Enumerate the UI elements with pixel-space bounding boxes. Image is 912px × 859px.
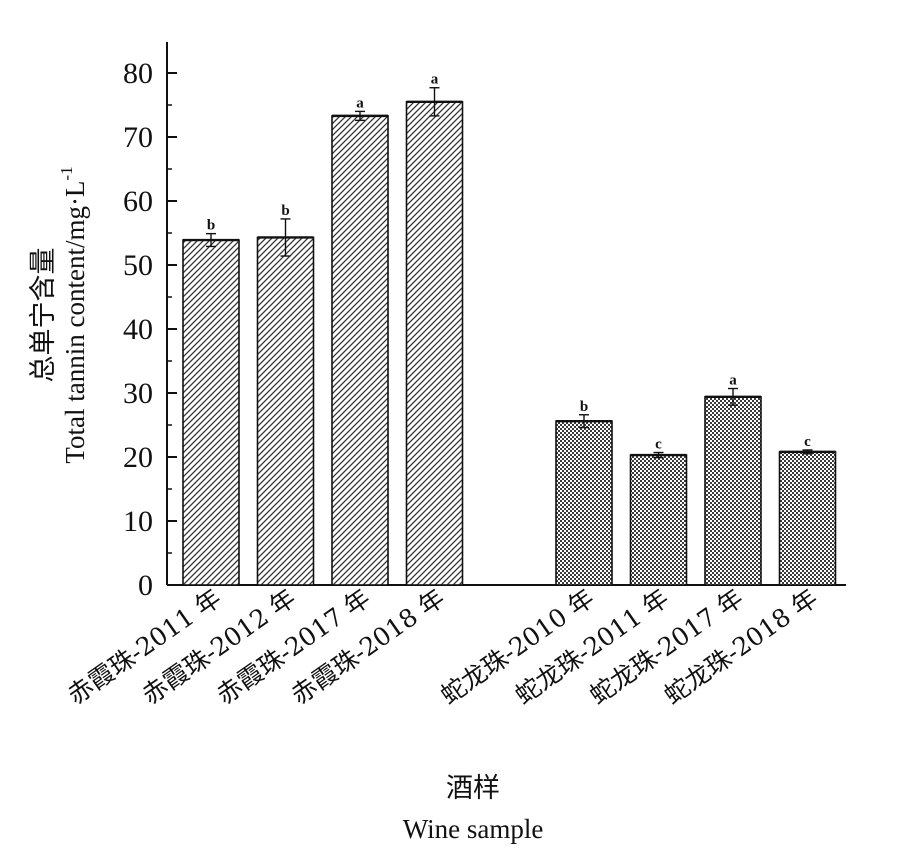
y-axis-title-en-text: Total tannin content/mg·L: [60, 181, 90, 464]
x-axis-title-en: Wine sample: [403, 814, 544, 844]
y-tick-label: 80: [123, 57, 153, 90]
bar-series: b b a a b c a c: [182, 72, 837, 586]
significance-label: b: [207, 218, 215, 234]
y-axis-title-cn: 总单宁含量: [28, 248, 59, 383]
y-tick-label: 70: [123, 121, 153, 154]
y-tick-label: 10: [123, 505, 153, 538]
significance-label: c: [804, 434, 811, 450]
bar: [182, 239, 240, 586]
y-axis-title-en: Total tannin content/mg·L-1: [57, 166, 90, 463]
significance-label: b: [281, 203, 289, 219]
significance-label: b: [580, 399, 588, 415]
y-tick-label: 0: [138, 569, 153, 602]
significance-label: a: [729, 373, 737, 389]
significance-label: a: [431, 72, 439, 88]
bar: [256, 236, 315, 586]
bar: [704, 396, 762, 586]
bar: [405, 101, 464, 586]
bar: [629, 454, 688, 586]
bar: [778, 451, 837, 586]
bar: [555, 420, 613, 586]
y-tick-label: 30: [123, 377, 153, 410]
significance-label: c: [655, 437, 662, 453]
y-axis: 0 10 20 30 40 50 60 70 80: [123, 42, 177, 602]
y-tick-label: 60: [123, 185, 153, 218]
y-tick-label: 40: [123, 313, 153, 346]
significance-label: a: [356, 95, 364, 111]
y-axis-title: 总单宁含量: [28, 248, 59, 383]
x-axis-title-cn: 酒样: [446, 773, 500, 804]
bar: [331, 115, 389, 586]
y-axis-title-en-group: Total tannin content/mg·L-1: [57, 166, 90, 463]
y-tick-label: 20: [123, 441, 153, 474]
y-tick-label: 50: [123, 249, 153, 282]
y-axis-title-en-superscript: -1: [57, 166, 76, 180]
